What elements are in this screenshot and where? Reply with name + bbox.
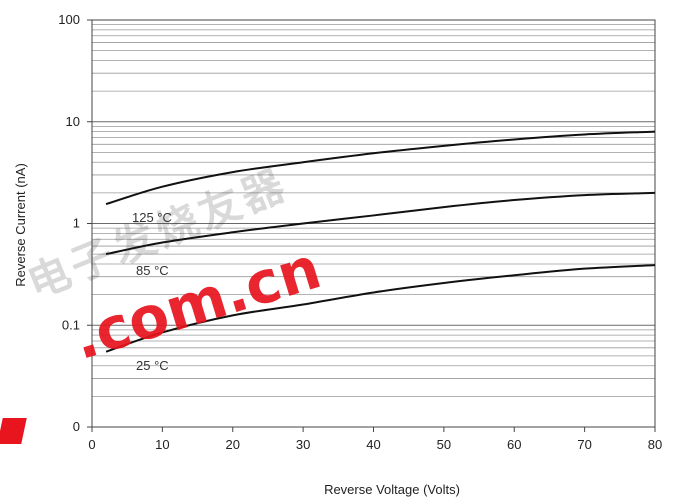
- series-line: [105, 130, 656, 206]
- series-label: 125 °C: [132, 210, 172, 225]
- series-label: 85 °C: [136, 263, 169, 278]
- x-tick-label: 60: [507, 437, 521, 452]
- x-tick-label: 40: [366, 437, 380, 452]
- x-tick-label: 50: [437, 437, 451, 452]
- x-axis-title: Reverse Voltage (Volts): [324, 482, 460, 497]
- axes: [87, 19, 656, 432]
- y-tick-label: 0.1: [62, 317, 80, 332]
- y-axis-title: Reverse Current (nA): [13, 163, 28, 287]
- y-tick-label: 1: [73, 216, 80, 231]
- y-tick-label: 10: [66, 114, 80, 129]
- x-tick-label: 20: [226, 437, 240, 452]
- x-tick-label: 80: [648, 437, 662, 452]
- series-label: 25 °C: [136, 358, 169, 373]
- y-tick-label: 100: [58, 12, 80, 27]
- grid-lines: [92, 19, 655, 428]
- series-line: [105, 264, 656, 353]
- x-tick-label: 10: [155, 437, 169, 452]
- tick-labels: 0 10 20 30 40 50 60 70 80 0 0.1 1 10 100: [58, 12, 662, 452]
- series-group: 125 °C 85 °C 25 °C: [105, 130, 656, 373]
- series-line: [105, 191, 656, 256]
- x-tick-label: 0: [88, 437, 95, 452]
- x-tick-label: 30: [296, 437, 310, 452]
- x-tick-label: 70: [577, 437, 591, 452]
- y-tick-label: 0: [73, 419, 80, 434]
